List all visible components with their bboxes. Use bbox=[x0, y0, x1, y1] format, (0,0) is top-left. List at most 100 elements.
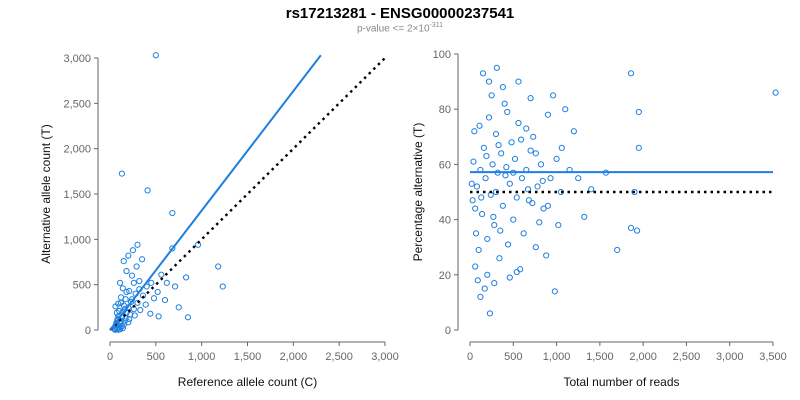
left-x-tick-label: 3,000 bbox=[371, 351, 399, 363]
right-data-point bbox=[508, 139, 515, 146]
right-data-point bbox=[570, 128, 577, 135]
left-data-point bbox=[182, 274, 190, 281]
chart-subtitle: p-value <= 2×10-311 bbox=[0, 22, 800, 34]
right-data-point bbox=[496, 255, 503, 262]
left-x-tick-label: 2,500 bbox=[325, 351, 353, 363]
right-data-point bbox=[575, 175, 582, 182]
left-data-point bbox=[142, 301, 149, 308]
right-data-point bbox=[511, 155, 519, 162]
left-data-point bbox=[127, 298, 135, 305]
left-x-tick-label: 0 bbox=[107, 351, 113, 363]
right-x-tick-label: 500 bbox=[504, 351, 522, 363]
left-data-point bbox=[129, 247, 137, 254]
right-data-point bbox=[492, 188, 500, 196]
right-data-point bbox=[513, 268, 520, 276]
right-data-point bbox=[524, 186, 532, 193]
right-data-point bbox=[497, 227, 504, 234]
left-data-point bbox=[155, 313, 162, 320]
left-y-tick-label: 500 bbox=[73, 280, 91, 292]
left-data-point bbox=[154, 288, 161, 296]
left-x-tick-label: 2,000 bbox=[280, 351, 308, 363]
left-x-tick-label: 1,500 bbox=[234, 351, 262, 363]
right-data-point bbox=[581, 213, 588, 220]
right-data-point bbox=[486, 310, 494, 317]
right-data-point bbox=[484, 271, 491, 278]
right-data-point bbox=[504, 241, 512, 248]
right-data-point bbox=[557, 188, 565, 196]
left-data-point bbox=[116, 279, 124, 286]
right-data-point bbox=[481, 285, 488, 292]
right-y-tick-label: 0 bbox=[445, 325, 451, 337]
right-data-point bbox=[471, 128, 478, 135]
left-y-tick-label: 0 bbox=[85, 325, 91, 337]
right-data-point bbox=[635, 144, 642, 151]
left-data-point bbox=[134, 299, 141, 306]
left-data-point bbox=[147, 310, 154, 317]
left-data-point bbox=[163, 279, 170, 286]
right-data-point bbox=[491, 222, 498, 229]
right-data-point bbox=[506, 274, 513, 281]
left-reference-line bbox=[109, 57, 386, 331]
right-data-point bbox=[635, 108, 642, 116]
left-data-point bbox=[119, 285, 126, 292]
right-data-point bbox=[490, 213, 497, 220]
right-x-tick-label: 1,500 bbox=[586, 351, 614, 363]
left-y-tick-label: 3,000 bbox=[63, 53, 91, 65]
right-data-point bbox=[485, 78, 493, 85]
left-x-axis-label: Reference allele count (C) bbox=[178, 375, 317, 389]
left-data-point bbox=[161, 296, 169, 304]
right-data-point bbox=[480, 144, 487, 151]
left-data-point bbox=[144, 187, 151, 194]
left-data-point bbox=[171, 283, 179, 290]
left-data-point bbox=[150, 295, 158, 302]
left-y-tick-label: 2,000 bbox=[63, 144, 91, 156]
right-data-point bbox=[476, 122, 483, 129]
right-data-point bbox=[499, 202, 506, 209]
left-y-tick-label: 2,500 bbox=[63, 98, 91, 110]
right-data-point bbox=[478, 194, 485, 201]
right-data-point bbox=[517, 136, 525, 143]
right-data-point bbox=[633, 227, 641, 234]
right-data-point bbox=[525, 197, 532, 204]
right-x-axis-label: Total number of reads bbox=[563, 375, 679, 389]
left-data-point bbox=[115, 326, 122, 333]
left-data-point bbox=[125, 252, 132, 259]
right-data-point bbox=[527, 95, 534, 102]
left-data-point bbox=[138, 256, 146, 263]
right-data-point bbox=[504, 108, 511, 116]
left-data-point bbox=[152, 52, 159, 59]
right-data-point bbox=[562, 106, 569, 113]
right-data-point bbox=[536, 219, 543, 226]
right-data-point bbox=[539, 177, 546, 185]
left-data-point bbox=[148, 279, 155, 286]
right-x-tick-label: 2,500 bbox=[673, 351, 701, 363]
left-data-point bbox=[184, 314, 192, 321]
left-x-tick-label: 500 bbox=[147, 351, 165, 363]
right-data-point bbox=[532, 150, 539, 157]
right-data-point bbox=[499, 84, 506, 91]
right-data-point bbox=[627, 224, 635, 231]
right-data-point bbox=[551, 288, 558, 295]
right-data-point bbox=[485, 114, 493, 121]
left-data-point bbox=[133, 263, 140, 270]
left-data-point bbox=[113, 309, 120, 316]
right-data-point bbox=[547, 175, 554, 182]
right-data-point bbox=[479, 70, 487, 77]
right-data-point bbox=[483, 153, 490, 160]
right-data-point bbox=[515, 119, 522, 127]
right-data-point bbox=[544, 202, 552, 209]
right-data-point bbox=[472, 205, 479, 212]
left-data-point bbox=[117, 299, 125, 306]
left-data-point bbox=[123, 267, 130, 275]
right-data-point bbox=[532, 244, 539, 251]
right-data-point bbox=[529, 199, 536, 207]
right-data-point bbox=[515, 78, 522, 85]
chart-title: rs17213281 - ENSG00000237541 bbox=[285, 5, 515, 22]
left-data-point bbox=[136, 277, 143, 285]
right-data-point bbox=[544, 111, 552, 118]
left-data-point bbox=[112, 303, 119, 310]
right-data-point bbox=[513, 194, 520, 201]
left-data-point bbox=[134, 241, 141, 248]
right-y-tick-label: 80 bbox=[439, 104, 451, 116]
right-x-tick-label: 1,000 bbox=[543, 351, 571, 363]
